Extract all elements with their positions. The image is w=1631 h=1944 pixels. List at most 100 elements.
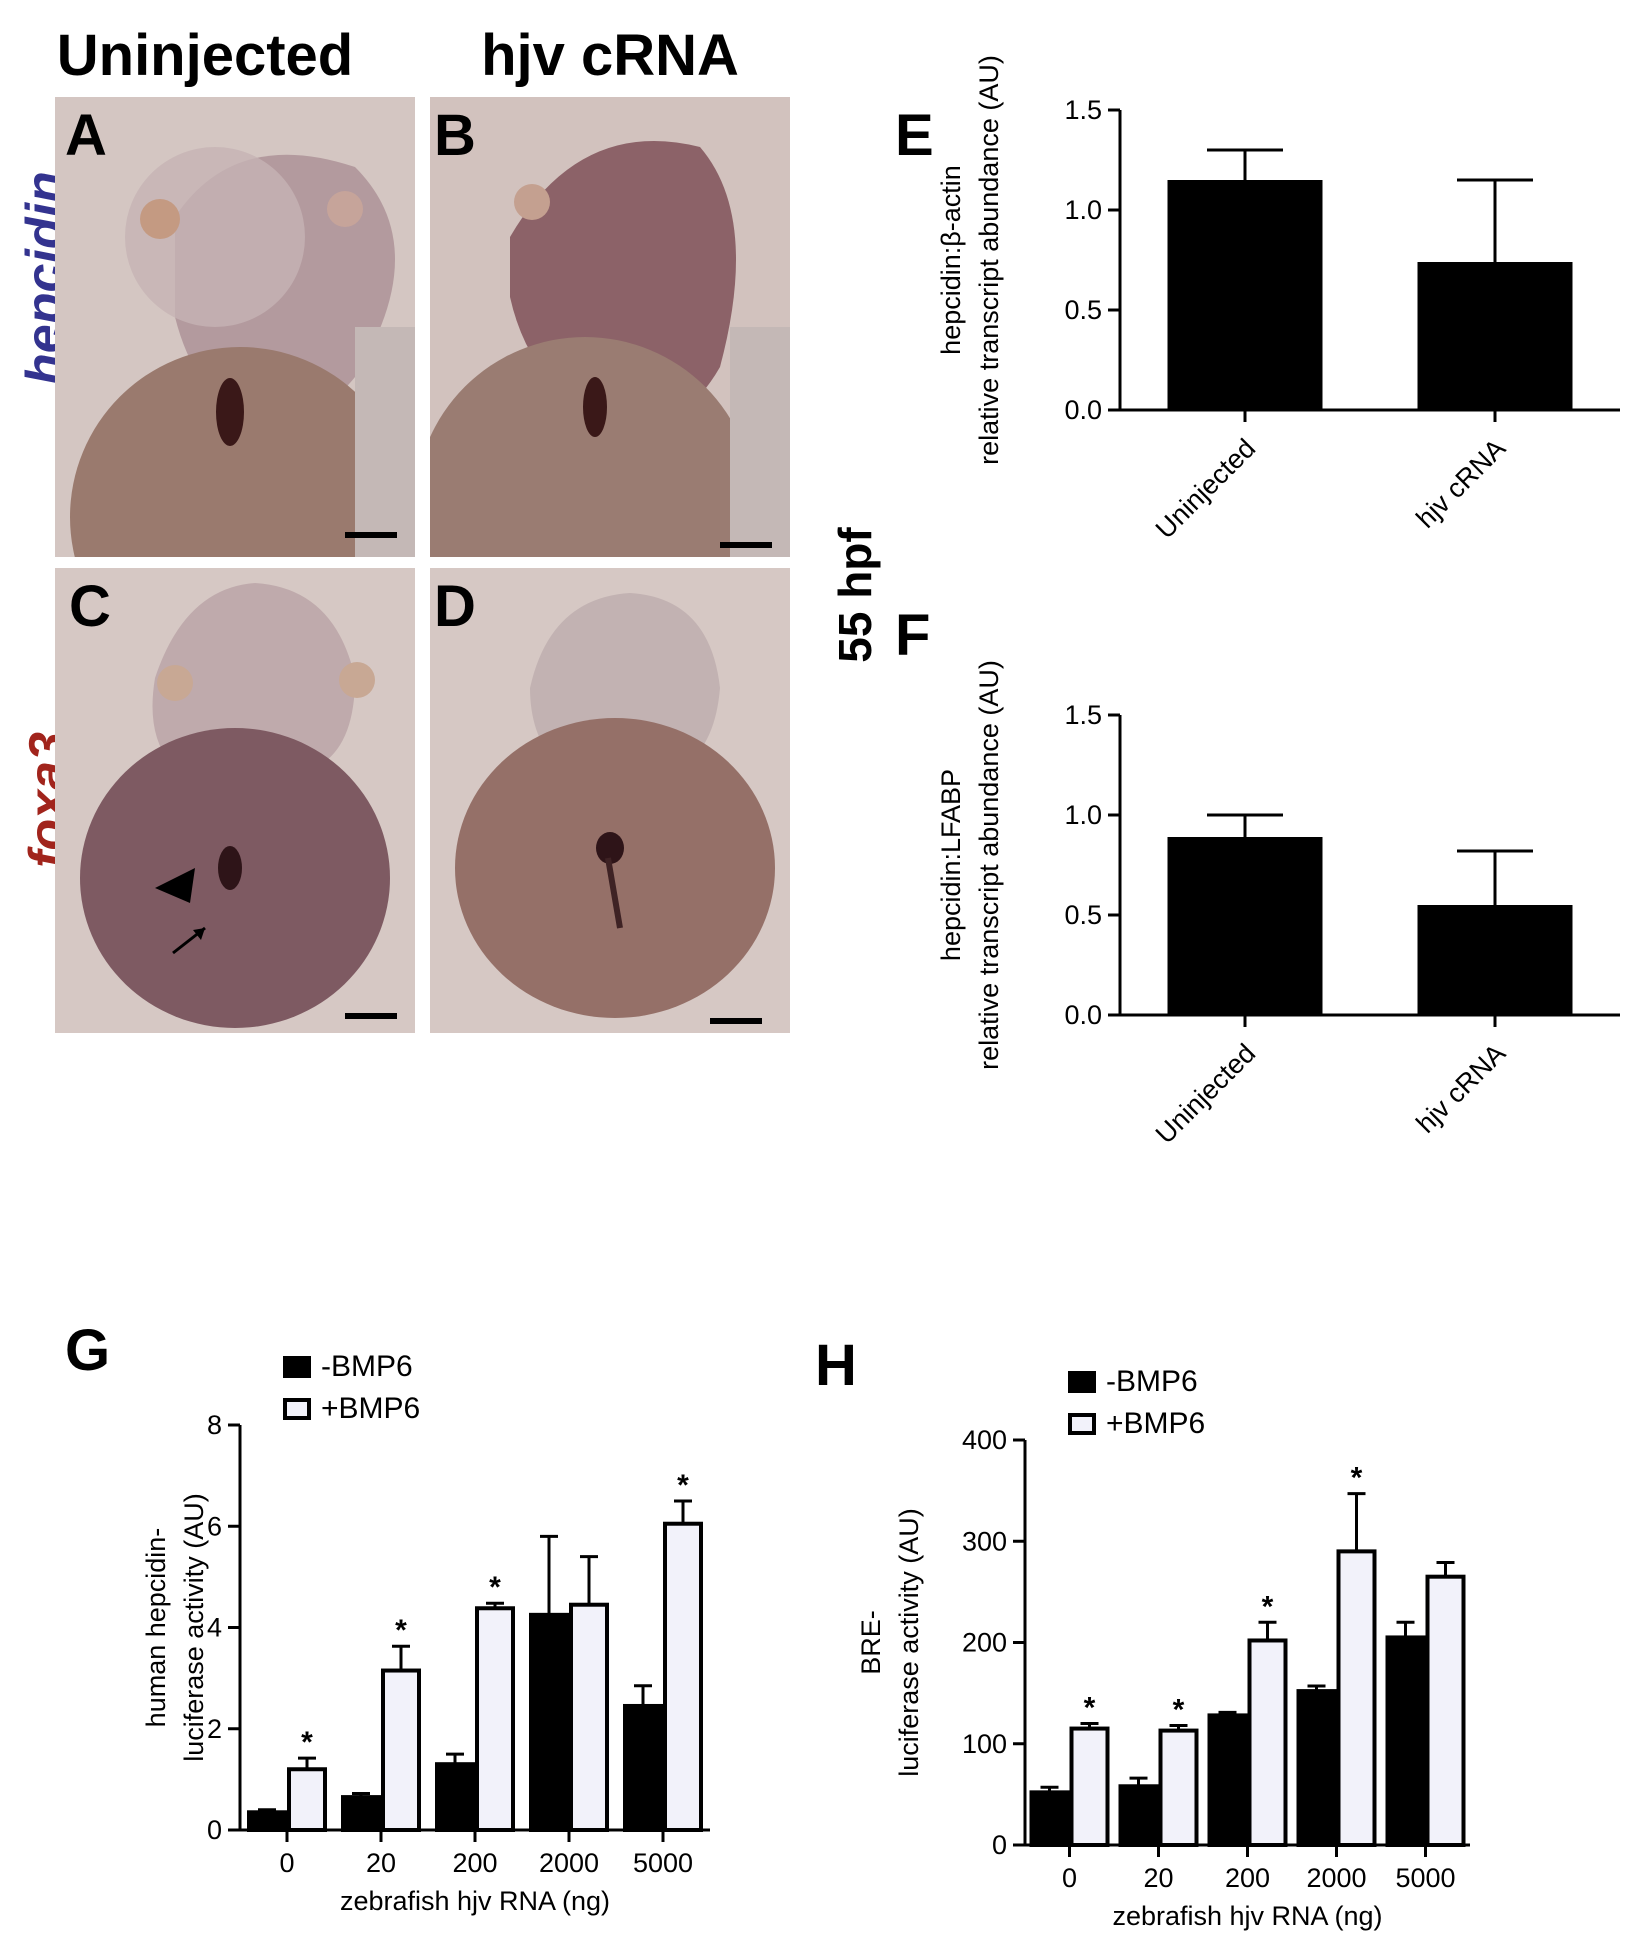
significance-marker: *: [489, 1571, 501, 1604]
embryo-image-c: [55, 568, 415, 1033]
x-tick-label: Uninjected: [1150, 1038, 1261, 1149]
chart-f: F 0.0 0.5 1.0 1.5 hepcidin:LFABP relative tran…: [880, 600, 1631, 1190]
photo-panel-b: B: [430, 97, 790, 557]
scale-bar: [720, 542, 772, 548]
bar-minus-bmp6: [1296, 1689, 1337, 1847]
bar-plus-bmp6: [1158, 1728, 1199, 1847]
bar-plus-bmp6: [569, 1602, 609, 1832]
y-tick-label: 100: [962, 1729, 1007, 1759]
x-tick-label: Uninjected: [1150, 433, 1261, 544]
scale-bar: [345, 1013, 397, 1019]
y-tick-label: 0: [992, 1830, 1007, 1860]
bar-minus-bmp6: [623, 1703, 663, 1832]
y-tick-label: 2: [207, 1714, 222, 1744]
bar-minus-bmp6: [529, 1612, 569, 1832]
x-tick-label: 2000: [539, 1848, 599, 1878]
y-axis-label: relative transcript abundance (AU): [974, 660, 1004, 1070]
bar: [1417, 262, 1573, 410]
panel-letter-h: H: [815, 1333, 857, 1398]
y-axis-label: hepcidin:β-actin: [936, 165, 966, 355]
chart-g: G 0 2 4 6 8 human hepcidin-luciferase activity…: [0, 1318, 780, 1939]
x-tick-label: 200: [452, 1848, 497, 1878]
embryo-image-d: [430, 568, 790, 1033]
bar-minus-bmp6: [1118, 1784, 1159, 1847]
significance-marker: *: [1084, 1692, 1096, 1725]
photo-panel-a: A: [55, 97, 415, 557]
chart-e-svg: E 0.0 0.5 1.0 1.5 hepcidin:β-actin relative tr…: [895, 55, 1620, 544]
legend-label: -BMP6: [321, 1350, 413, 1383]
y-tick-label: 8: [207, 1410, 222, 1440]
bar-plus-bmp6: [475, 1606, 515, 1833]
embryo-image-b: [430, 97, 790, 557]
legend-label: +BMP6: [1106, 1407, 1205, 1440]
bar: [1417, 905, 1573, 1015]
x-axis-label: zebrafish hjv RNA (ng): [340, 1886, 610, 1916]
y-tick-label: 1.0: [1064, 800, 1102, 830]
y-tick-label: 0.5: [1064, 295, 1102, 325]
bar-minus-bmp6: [1385, 1635, 1426, 1847]
bar-minus-bmp6: [341, 1795, 381, 1832]
legend-swatch: [283, 1398, 311, 1420]
significance-marker: *: [395, 1614, 407, 1647]
bar-plus-bmp6: [1069, 1726, 1110, 1847]
significance-marker: *: [301, 1726, 313, 1759]
panel-letter-e: E: [895, 103, 934, 168]
y-tick-label: 1.5: [1064, 95, 1102, 125]
x-tick-label: 5000: [1395, 1863, 1455, 1893]
bar-plus-bmp6: [287, 1767, 327, 1832]
chart-g-svg: G 0 2 4 6 8 human hepcidin-luciferase activity…: [65, 1318, 710, 1916]
x-tick-label: hjv cRNA: [1410, 1038, 1511, 1139]
panel-letter-b: B: [434, 103, 476, 168]
significance-marker: *: [1173, 1694, 1185, 1727]
bar-minus-bmp6: [1207, 1713, 1248, 1847]
x-tick-label: 200: [1225, 1863, 1270, 1893]
significance-marker: *: [1351, 1462, 1363, 1495]
chart-e: E 0.0 0.5 1.0 1.5 hepcidin:β-actin relative tr…: [880, 0, 1631, 590]
legend-swatch: [1068, 1413, 1096, 1435]
legend-label: +BMP6: [321, 1392, 420, 1425]
stage-label: 55 hpf: [829, 527, 881, 663]
bar: [1167, 837, 1323, 1015]
legend-label: -BMP6: [1106, 1365, 1198, 1398]
panel-letter-c: C: [69, 574, 111, 639]
x-axis-label: zebrafish hjv RNA (ng): [1112, 1901, 1382, 1931]
bar-plus-bmp6: [1425, 1574, 1466, 1847]
panel-letter-g: G: [65, 1320, 110, 1383]
y-tick-label: 0.0: [1064, 395, 1102, 425]
panel-letter-f: F: [895, 603, 930, 668]
y-axis-label: hepcidin:LFABP: [936, 769, 966, 961]
column-header-hjv-crna: hjv cRNA: [481, 23, 739, 88]
significance-marker: *: [1262, 1590, 1274, 1623]
bar-plus-bmp6: [1247, 1638, 1288, 1847]
y-tick-label: 1.5: [1064, 700, 1102, 730]
chart-h: H 0 100 200 300 400 BRE-luciferase activity (A…: [800, 1320, 1631, 1939]
y-tick-label: 400: [962, 1425, 1007, 1455]
scale-bar: [345, 532, 397, 538]
y-axis-label: BRE-: [856, 1610, 886, 1675]
y-tick-label: 200: [962, 1628, 1007, 1658]
column-header-uninjected: Uninjected: [56, 23, 354, 88]
y-axis-label: relative transcript abundance (AU): [974, 55, 1004, 465]
x-tick-label: 20: [1143, 1863, 1173, 1893]
x-tick-label: 0: [279, 1848, 294, 1878]
legend-swatch: [283, 1356, 311, 1378]
bar-plus-bmp6: [381, 1668, 421, 1832]
y-tick-label: 0.0: [1064, 1000, 1102, 1030]
bar: [1167, 180, 1323, 410]
y-tick-label: 0.5: [1064, 900, 1102, 930]
legend-swatch: [1068, 1371, 1096, 1393]
x-tick-label: 20: [366, 1848, 396, 1878]
significance-marker: *: [677, 1469, 689, 1502]
x-tick-label: 2000: [1306, 1863, 1366, 1893]
photo-panel-c: C: [55, 568, 415, 1033]
chart-f-svg: F 0.0 0.5 1.0 1.5 hepcidin:LFABP relative tran…: [895, 603, 1620, 1149]
panel-letter-a: A: [65, 103, 107, 168]
bar-plus-bmp6: [663, 1521, 703, 1832]
scale-bar: [710, 1018, 762, 1024]
y-tick-label: 300: [962, 1526, 1007, 1556]
bar-minus-bmp6: [247, 1810, 287, 1832]
x-tick-label: hjv cRNA: [1410, 433, 1511, 534]
y-tick-label: 0: [207, 1815, 222, 1845]
bar-minus-bmp6: [1029, 1790, 1070, 1848]
